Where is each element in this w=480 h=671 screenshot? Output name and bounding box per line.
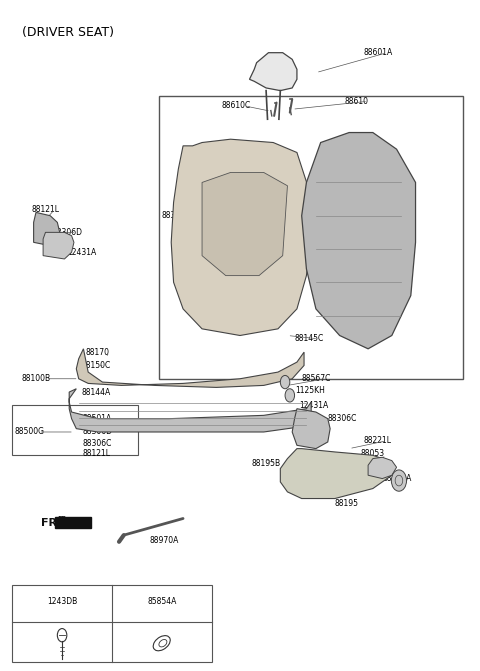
Text: 88145C: 88145C	[295, 334, 324, 344]
Polygon shape	[250, 53, 297, 91]
Polygon shape	[76, 349, 304, 387]
Text: 88904A: 88904A	[383, 474, 412, 483]
Circle shape	[391, 470, 407, 491]
Text: 88150C: 88150C	[81, 361, 110, 370]
Polygon shape	[43, 232, 74, 259]
Text: 88350C: 88350C	[185, 234, 215, 244]
Polygon shape	[280, 449, 392, 499]
Text: 88610: 88610	[344, 97, 368, 106]
Text: 88601A: 88601A	[363, 48, 393, 57]
Polygon shape	[34, 213, 60, 246]
Text: 88306D: 88306D	[53, 228, 83, 237]
Bar	[12, 405, 138, 456]
Text: 88306D: 88306D	[83, 427, 112, 437]
Bar	[159, 96, 463, 378]
Text: 88100B: 88100B	[22, 374, 51, 383]
Text: 88053: 88053	[361, 450, 385, 458]
Text: 88300F: 88300F	[162, 211, 190, 220]
Text: 12431A: 12431A	[300, 401, 328, 410]
Text: 88390N: 88390N	[349, 291, 379, 300]
Polygon shape	[171, 139, 311, 336]
Text: 1243DB: 1243DB	[47, 597, 77, 607]
Text: 88221L: 88221L	[363, 436, 391, 445]
Text: 88306C: 88306C	[328, 414, 357, 423]
Text: (DRIVER SEAT): (DRIVER SEAT)	[22, 26, 114, 39]
Text: 88144A: 88144A	[81, 388, 110, 397]
Polygon shape	[202, 172, 288, 276]
Polygon shape	[301, 133, 416, 349]
Text: 88500G: 88500G	[14, 427, 45, 437]
Text: 1125KH: 1125KH	[296, 386, 325, 395]
Text: 88567C: 88567C	[301, 374, 331, 383]
Text: 88970A: 88970A	[150, 536, 179, 545]
Text: 88195: 88195	[335, 499, 359, 508]
Text: FR.: FR.	[57, 516, 69, 525]
Text: 88306C: 88306C	[83, 439, 112, 448]
Circle shape	[285, 389, 295, 402]
Text: 88195B: 88195B	[252, 459, 281, 468]
Text: 88370C: 88370C	[190, 174, 219, 184]
Text: 88610C: 88610C	[221, 101, 250, 111]
Text: 12431A: 12431A	[67, 248, 96, 257]
Polygon shape	[55, 517, 91, 529]
Polygon shape	[69, 389, 311, 432]
Text: 88501A: 88501A	[83, 414, 112, 423]
Text: 88121L: 88121L	[83, 450, 110, 458]
Text: 88121L: 88121L	[31, 205, 59, 213]
Circle shape	[280, 376, 290, 389]
Polygon shape	[292, 409, 330, 449]
Text: 88301C: 88301C	[335, 308, 364, 317]
Bar	[12, 585, 212, 662]
Text: 88170: 88170	[86, 348, 110, 356]
Text: 88554: 88554	[325, 487, 349, 497]
Text: FR.: FR.	[41, 518, 61, 528]
Polygon shape	[368, 457, 396, 478]
Text: 85854A: 85854A	[147, 597, 177, 607]
Text: 88360B: 88360B	[257, 148, 286, 157]
